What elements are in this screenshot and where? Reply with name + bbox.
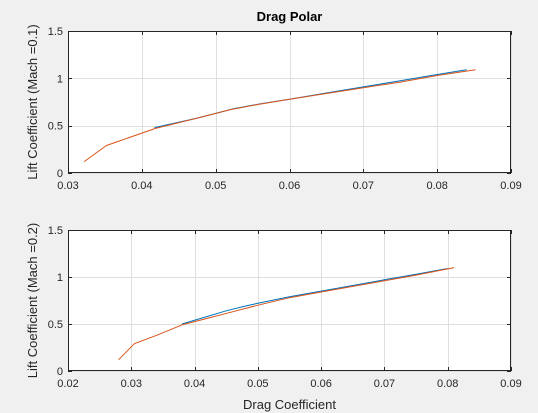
top-chart-x-tick-label-5: 0.08	[426, 180, 447, 192]
bottom-chart-x-tick-label-1: 0.03	[121, 378, 142, 390]
bottom-chart-series-1-line	[181, 268, 448, 325]
top-chart-y-tick-label-1: 0.5	[48, 121, 63, 133]
bottom-chart-series-2-line	[118, 267, 455, 361]
bottom-chart-x-tick-label-3: 0.05	[247, 378, 268, 390]
bottom-chart-y-tick-label-0: 0	[57, 366, 63, 378]
bottom-chart-x-tick-label-7: 0.09	[500, 378, 521, 390]
bottom-chart-x-tick-label-2: 0.04	[184, 378, 205, 390]
bottom-chart-x-tick-label-4: 0.06	[310, 378, 331, 390]
top-chart-x-tick-label-1: 0.04	[131, 180, 152, 192]
top-chart-y-tick-label-3: 1.5	[48, 26, 63, 38]
bottom-chart-axes-box	[68, 230, 511, 371]
bottom-chart-y-tick-label-2: 1	[57, 272, 63, 284]
top-chart-y-tick-label-0: 0	[57, 168, 63, 180]
top-chart-title: Drag Polar	[257, 9, 323, 24]
bottom-chart-x-tick-label-6: 0.08	[437, 378, 458, 390]
top-chart-x-tick-label-3: 0.06	[279, 180, 300, 192]
bottom-chart-x-axis-label: Drag Coefficient	[243, 397, 336, 412]
top-chart-y-tick-label-2: 1	[57, 73, 63, 85]
top-chart-y-axis-label: Lift Coefficient (Mach =0.1)	[25, 24, 40, 179]
bottom-chart-y-tick-label-1: 0.5	[48, 319, 63, 331]
top-chart-x-tick-label-6: 0.09	[500, 180, 521, 192]
bottom-chart-plot-area	[68, 230, 511, 371]
bottom-chart-x-tick-label-5: 0.07	[374, 378, 395, 390]
top-chart-plot-area	[68, 31, 511, 173]
top-chart-x-tick-label-2: 0.05	[205, 180, 226, 192]
bottom-chart-y-tick-label-3: 1.5	[48, 225, 63, 237]
bottom-chart-x-tick-label-0: 0.02	[57, 378, 78, 390]
top-chart-x-tick-label-0: 0.03	[57, 180, 78, 192]
bottom-chart-y-axis-label: Lift Coefficient (Mach =0.2)	[25, 223, 40, 378]
top-chart-axes-box	[68, 31, 511, 173]
top-chart-x-tick-label-4: 0.07	[353, 180, 374, 192]
top-chart-series-2-line	[83, 69, 476, 163]
